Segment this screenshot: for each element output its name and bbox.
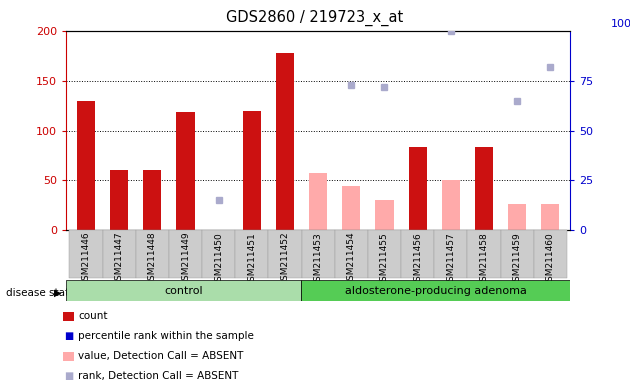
Bar (342, 187, 360, 230)
Bar (235, 230, 268, 278)
Bar (500, 230, 534, 278)
Bar (202, 230, 235, 278)
Text: GDS2860 / 219723_x_at: GDS2860 / 219723_x_at (226, 10, 404, 26)
Bar (434, 230, 467, 278)
Bar (301, 280, 570, 301)
Bar (143, 170, 161, 230)
Bar (475, 147, 493, 230)
Bar (243, 111, 261, 230)
Bar (508, 204, 526, 230)
Text: disease state: disease state (6, 288, 76, 298)
Bar (66, 280, 301, 301)
Text: GSM211447: GSM211447 (115, 232, 123, 286)
Bar (302, 230, 335, 278)
Bar (541, 204, 559, 230)
Text: value, Detection Call = ABSENT: value, Detection Call = ABSENT (78, 351, 243, 361)
Text: control: control (164, 286, 203, 296)
Bar (534, 230, 567, 278)
Text: GSM211453: GSM211453 (314, 232, 323, 286)
Text: GSM211457: GSM211457 (446, 232, 455, 286)
Text: rank, Detection Call = ABSENT: rank, Detection Call = ABSENT (78, 371, 239, 381)
Bar (375, 200, 394, 230)
Text: aldosterone-producing adenoma: aldosterone-producing adenoma (345, 286, 527, 296)
Bar (309, 174, 327, 230)
Bar (276, 53, 294, 230)
Bar (103, 230, 136, 278)
Text: ▶: ▶ (54, 288, 62, 298)
Text: GSM211448: GSM211448 (148, 232, 157, 286)
Bar (110, 170, 129, 230)
Bar (335, 230, 368, 278)
Text: GSM211456: GSM211456 (413, 232, 422, 286)
Bar (176, 112, 195, 230)
Text: GSM211452: GSM211452 (280, 232, 290, 286)
Bar (467, 230, 500, 278)
Text: count: count (78, 311, 108, 321)
Text: GSM211460: GSM211460 (546, 232, 555, 286)
Bar (69, 230, 103, 278)
Text: ■: ■ (64, 331, 73, 341)
Bar (77, 101, 95, 230)
Bar (169, 230, 202, 278)
Text: GSM211454: GSM211454 (346, 232, 356, 286)
Text: GSM211449: GSM211449 (181, 232, 190, 286)
Text: ■: ■ (64, 371, 73, 381)
Text: GSM211459: GSM211459 (513, 232, 522, 286)
Bar (401, 230, 434, 278)
Text: GSM211451: GSM211451 (248, 232, 256, 286)
Bar (368, 230, 401, 278)
Text: 100%: 100% (610, 19, 630, 29)
Bar (442, 180, 460, 230)
Text: percentile rank within the sample: percentile rank within the sample (78, 331, 254, 341)
Text: GSM211446: GSM211446 (81, 232, 91, 286)
Text: GSM211458: GSM211458 (479, 232, 488, 286)
Text: GSM211455: GSM211455 (380, 232, 389, 286)
Bar (268, 230, 302, 278)
Bar (136, 230, 169, 278)
Text: GSM211450: GSM211450 (214, 232, 223, 286)
Bar (408, 147, 427, 230)
